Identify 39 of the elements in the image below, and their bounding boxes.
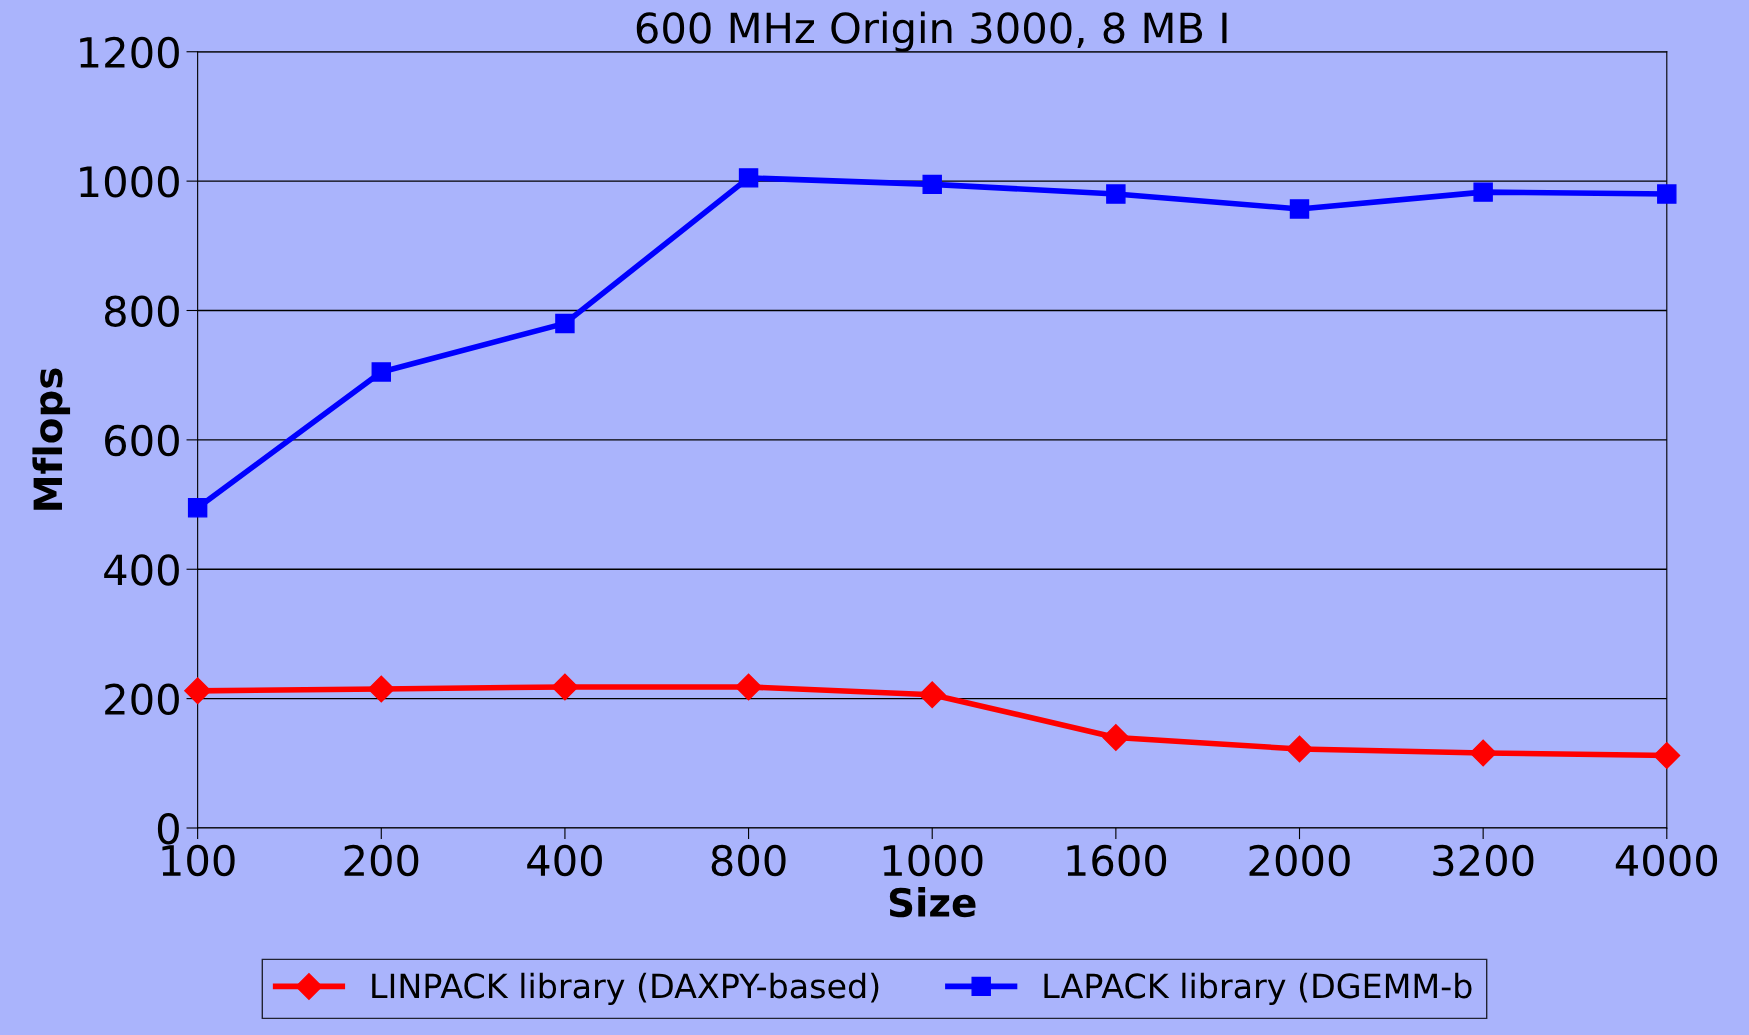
point bbox=[1473, 182, 1493, 202]
y-axis-title: Mflops bbox=[32, 368, 71, 510]
legend-label: LINPACK library (DAXPY-based) bbox=[372, 972, 879, 1005]
y-tick-label: 800 bbox=[104, 295, 179, 327]
point bbox=[1286, 735, 1313, 763]
point bbox=[367, 675, 395, 703]
chart-title: 600 MHz Origin 3000, 8 MB I bbox=[636, 11, 1227, 52]
point bbox=[922, 174, 942, 195]
point bbox=[187, 498, 208, 518]
point bbox=[1653, 742, 1681, 770]
point bbox=[1106, 184, 1126, 204]
point bbox=[184, 677, 212, 705]
y-tick-label: 0 bbox=[157, 812, 179, 845]
point bbox=[1102, 723, 1130, 751]
point bbox=[918, 681, 946, 709]
point bbox=[551, 673, 579, 701]
x-tick-label: 3200 bbox=[1433, 844, 1534, 877]
y-tick-label: 200 bbox=[105, 683, 179, 716]
x-tick-label: 100 bbox=[162, 844, 235, 877]
y-tick-label: 1000 bbox=[80, 166, 179, 198]
x-tick-label: 200 bbox=[344, 844, 419, 877]
x-tick-label: 4000 bbox=[1615, 844, 1718, 877]
x-axis-title: Size bbox=[889, 887, 976, 918]
x-tick-label: 800 bbox=[711, 844, 786, 877]
y-tick-label: 400 bbox=[104, 554, 179, 586]
point bbox=[1469, 739, 1497, 767]
point bbox=[1289, 199, 1310, 219]
point bbox=[738, 168, 759, 188]
x-tick-label: 1600 bbox=[1067, 844, 1167, 877]
x-tick-label: 400 bbox=[527, 844, 602, 877]
point bbox=[1657, 184, 1677, 204]
y-tick-label: 1200 bbox=[80, 36, 179, 69]
x-tick-label: 2000 bbox=[1249, 844, 1350, 877]
legend-label: LAPACK library (DGEMM-b bbox=[1044, 972, 1472, 1005]
point bbox=[735, 673, 763, 701]
y-tick-label: 600 bbox=[105, 424, 179, 457]
point bbox=[371, 362, 392, 382]
point bbox=[555, 313, 575, 334]
x-tick-label: 1000 bbox=[883, 844, 983, 877]
